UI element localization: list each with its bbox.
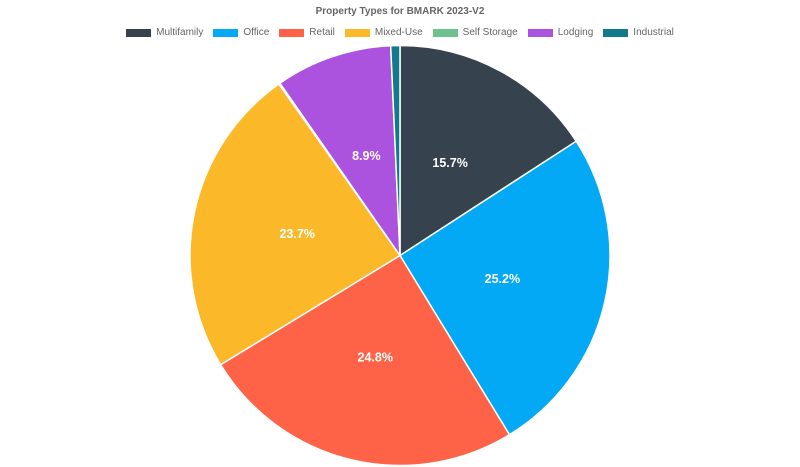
- pie-slice-retail[interactable]: [219, 254, 511, 467]
- pie-slice-multifamily[interactable]: [399, 44, 578, 257]
- legend-label: Lodging: [557, 27, 594, 38]
- legend-item-mixed-use[interactable]: Mixed-Use: [344, 27, 423, 38]
- legend-item-self-storage[interactable]: Self Storage: [432, 27, 518, 38]
- legend-item-office[interactable]: Office: [213, 27, 269, 38]
- chart-title: Property Types for BMARK 2023-V2: [315, 6, 485, 17]
- legend-swatch: [603, 28, 629, 37]
- legend-label: Self Storage: [462, 27, 518, 38]
- legend-item-multifamily[interactable]: Multifamily: [126, 27, 203, 38]
- slice-data-label: 8.9%: [352, 149, 381, 163]
- legend-label: Mixed-Use: [374, 27, 423, 38]
- legend-swatch: [213, 28, 239, 37]
- legend-label: Office: [243, 27, 270, 38]
- chart-legend: Multifamily Office Retail Mixed-Use Self Sto…: [0, 27, 800, 38]
- pie-slice-industrial[interactable]: [389, 44, 401, 256]
- pie-slice-office[interactable]: [398, 140, 611, 436]
- legend-swatch: [432, 28, 458, 37]
- slice-data-label: 25.2%: [485, 272, 520, 286]
- legend-label: Industrial: [633, 27, 674, 38]
- slice-data-label: 24.8%: [358, 351, 393, 365]
- legend-item-retail[interactable]: Retail: [279, 27, 335, 38]
- legend-swatch: [527, 28, 553, 37]
- legend-label: Multifamily: [156, 27, 204, 38]
- slice-data-label: 23.7%: [279, 227, 314, 241]
- legend-item-lodging[interactable]: Lodging: [527, 27, 594, 38]
- pie-slice-mixed-use[interactable]: [189, 82, 402, 366]
- legend-swatch: [344, 28, 370, 37]
- legend-label: Retail: [309, 27, 335, 38]
- legend-item-industrial[interactable]: Industrial: [603, 27, 674, 38]
- legend-swatch: [279, 28, 305, 37]
- legend-swatch: [126, 28, 152, 37]
- slice-data-label: 15.7%: [432, 156, 467, 170]
- pie-slice-lodging[interactable]: [278, 44, 401, 259]
